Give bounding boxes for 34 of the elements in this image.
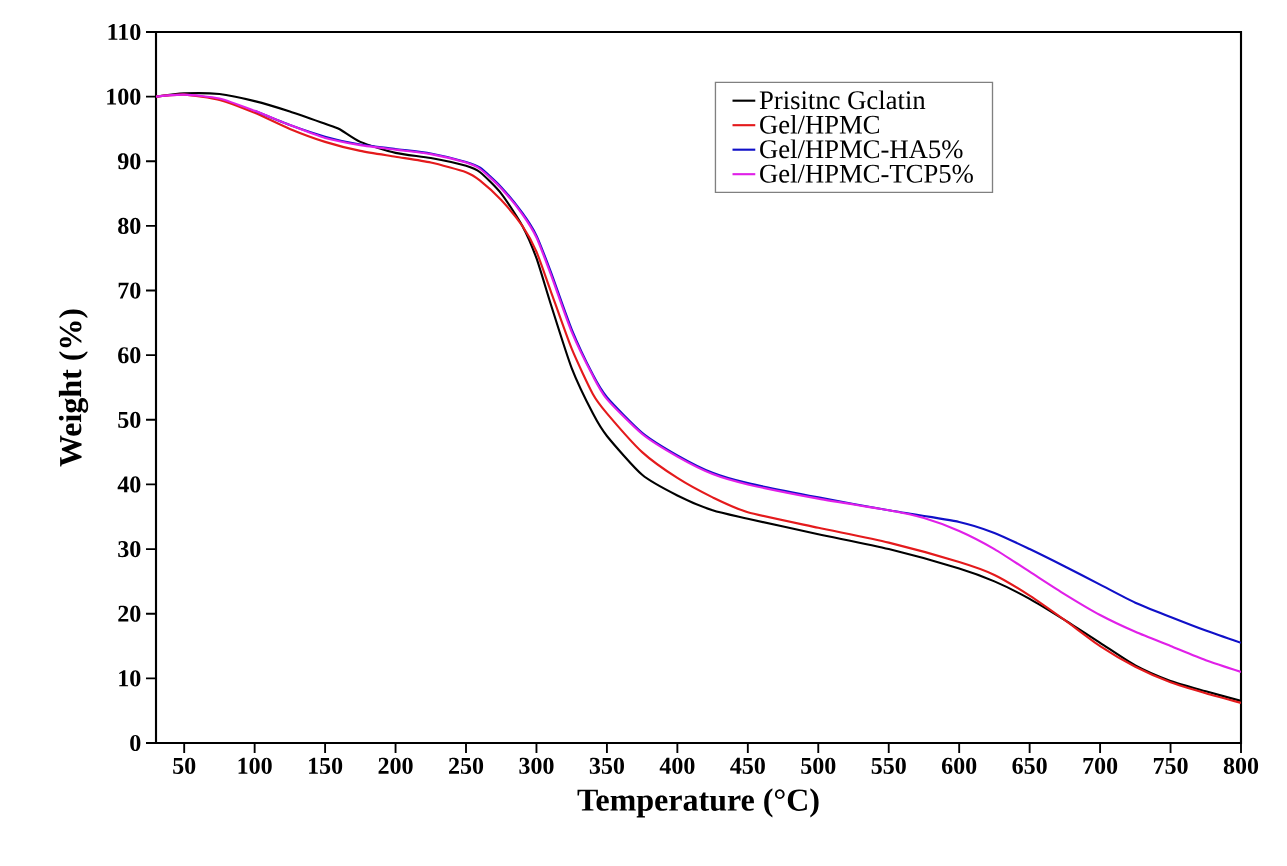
x-tick-label: 500 <box>801 757 836 774</box>
y-tick-label: 100 <box>107 88 141 105</box>
x-tick-label: 750 <box>1153 757 1188 774</box>
x-tick-label: 800 <box>1223 757 1259 774</box>
x-tick-label: 450 <box>730 757 765 774</box>
x-tick-label: 700 <box>1083 757 1118 774</box>
y-tick-label: 0 <box>130 734 141 752</box>
legend-label: Gel/HPMC-TCP5% <box>760 163 973 183</box>
y-tick-label: 50 <box>118 411 141 428</box>
x-tick-label: 550 <box>871 757 906 774</box>
x-tick-label: 600 <box>942 757 977 774</box>
y-tick-label: 70 <box>118 282 141 299</box>
x-tick-label: 400 <box>659 757 695 774</box>
x-tick-label: 250 <box>449 757 484 774</box>
y-tick-label: 60 <box>118 347 141 364</box>
x-tick-label: 650 <box>1012 757 1047 774</box>
y-axis-title: Weight (%) <box>58 309 89 467</box>
y-tick-label: 40 <box>117 476 141 493</box>
x-tick-label: 300 <box>519 757 554 774</box>
x-axis-title: Temperature (°C) <box>577 788 819 818</box>
y-tick-label: 10 <box>119 670 141 687</box>
legend-label: Gel/HPMC <box>760 114 880 134</box>
y-tick-label: 20 <box>118 605 141 622</box>
x-tick-label: 200 <box>378 757 413 774</box>
y-tick-label: 90 <box>117 153 141 170</box>
y-tick-label: 30 <box>118 540 141 558</box>
legend-label: Prisitnc Gclatin <box>759 90 926 110</box>
y-tick-label: 80 <box>118 217 141 234</box>
y-tick-label: 110 <box>108 23 141 41</box>
x-tick-label: 150 <box>309 757 343 774</box>
x-tick-label: 350 <box>589 757 624 774</box>
x-tick-label: 100 <box>238 757 272 774</box>
x-tick-label: 50 <box>173 757 196 774</box>
legend-label: Gel/HPMC-HA5% <box>760 139 963 159</box>
